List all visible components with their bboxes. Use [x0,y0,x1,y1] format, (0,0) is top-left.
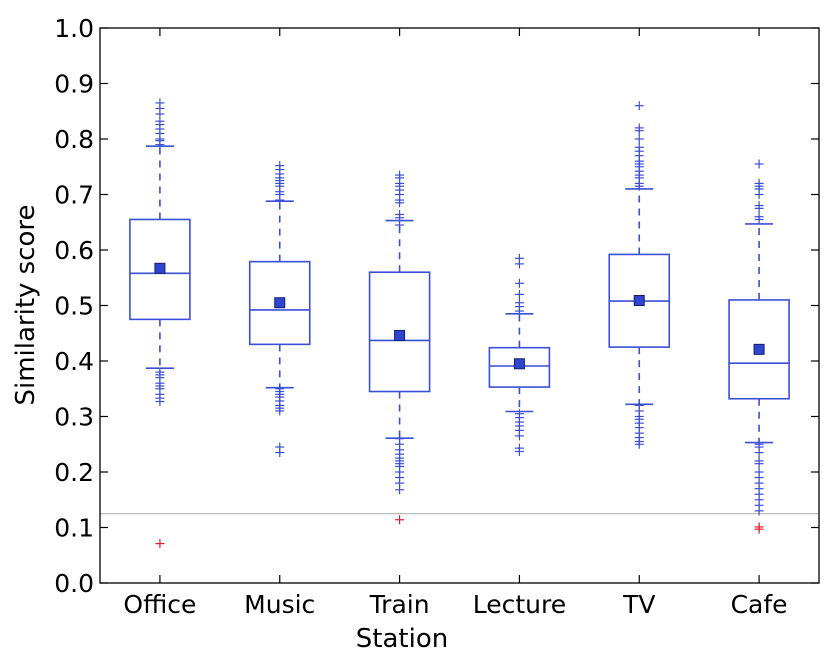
outlier-point [514,259,524,269]
y-axis: 0.0 0.1 0.2 0.3 0.4 0.5 0.6 0.7 0.8 0.9 1.0 [54,14,819,598]
plot-frame [99,27,820,584]
mean-marker [513,358,525,370]
outlier-point [634,101,644,111]
x-tick-label-office: Office [123,590,196,619]
plot-area [100,98,819,549]
outlier-point [754,214,764,224]
x-tick-label-lecture: Lecture [473,590,566,619]
outlier-point [514,446,524,456]
box-group-cafe [728,159,790,534]
y-tick-label: 0.8 [54,125,94,154]
outlier-point [514,289,524,299]
outlier-point [155,397,165,407]
x-axis: Office Music Train Lecture TV Cafe [123,28,788,619]
outlier-point [514,278,524,288]
outlier-point [634,126,644,136]
outlier-point [155,140,165,150]
outlier-point [395,220,405,230]
mean-marker [394,329,406,341]
outlier-point [514,306,524,316]
y-tick-label: 0.2 [54,458,94,487]
outlier-point [275,448,285,458]
x-tick-label-music: Music [244,590,315,619]
outlier-point [395,198,405,208]
y-tick-label: 0.7 [54,181,94,210]
box-iqr [488,346,551,388]
x-tick-label-cafe: Cafe [731,590,788,619]
outlier-point [754,159,764,169]
outlier-point [275,406,285,416]
y-tick-label: 0.0 [54,569,94,598]
y-axis-label: Similarity score [11,204,41,405]
box-group-music [248,161,311,458]
y-tick-label: 1.0 [54,14,94,43]
box-iqr [129,218,191,321]
box-iqr [248,260,311,346]
x-tick-label-tv: TV [622,590,655,619]
low-outlier-point [754,524,764,534]
y-tick-label: 0.6 [54,236,94,265]
box-group-office [129,98,191,549]
box-group-lecture [488,253,551,456]
low-outlier-point [155,539,165,549]
x-axis-label: Station [356,624,448,654]
box-iqr [368,271,431,393]
mean-marker [753,343,765,355]
y-tick-label: 0.3 [54,403,94,432]
y-tick-label: 0.1 [54,514,94,543]
outlier-point [754,190,764,199]
mean-marker [633,295,645,307]
outlier-point [754,506,764,516]
outlier-point [754,448,764,458]
outlier-point [634,181,644,191]
x-tick-label-train: Train [369,590,430,619]
mean-marker [274,297,286,309]
box-iqr [728,299,790,400]
outlier-point [754,203,764,213]
outlier-point [634,134,644,144]
box-group-train [368,170,431,525]
outlier-point [634,439,644,449]
y-tick-label: 0.9 [54,70,94,99]
outlier-point [275,195,285,205]
outlier-point [514,431,524,441]
y-tick-label: 0.5 [54,292,94,321]
mean-marker [154,262,166,274]
outlier-point [754,459,764,469]
outlier-point [395,485,405,495]
y-tick-label: 0.4 [54,347,94,376]
box-group-tv [608,101,671,449]
low-outlier-point [395,515,405,525]
